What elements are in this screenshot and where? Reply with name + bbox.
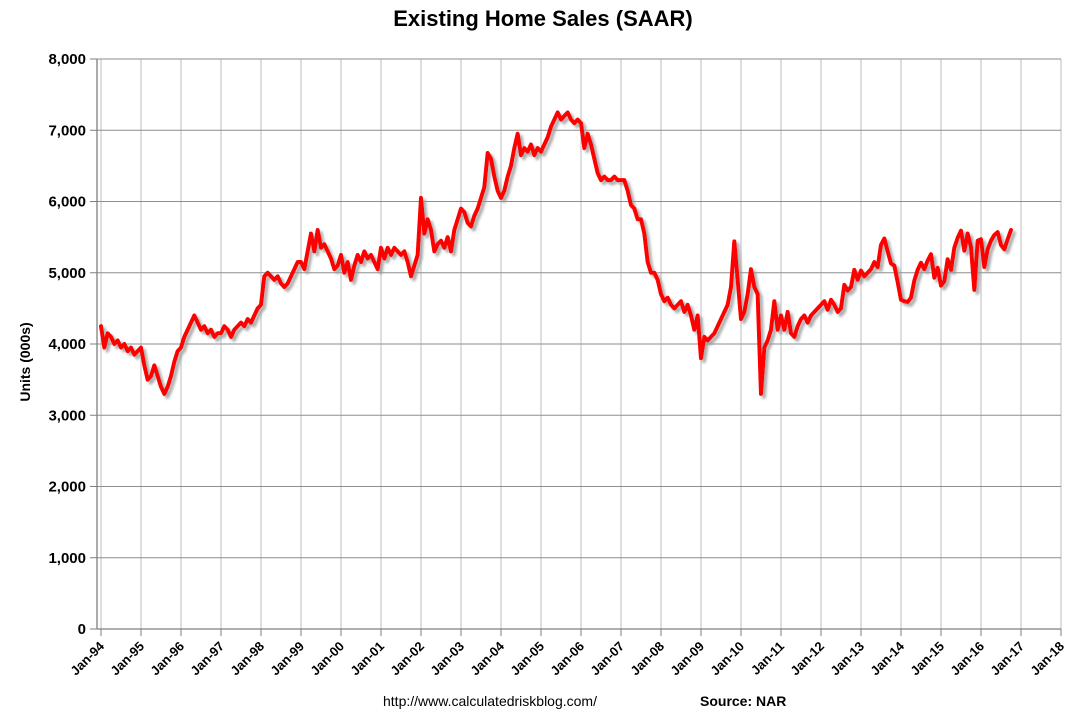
y-tick-label: 7,000	[48, 122, 86, 139]
x-tick-label: Jan-95	[107, 639, 147, 679]
x-tick-label: Jan-17	[987, 639, 1027, 679]
y-tick-label: 1,000	[48, 550, 86, 567]
x-tick-label: Jan-98	[227, 639, 267, 679]
y-tick-label: 2,000	[48, 479, 86, 496]
x-tick-label: Jan-11	[748, 639, 787, 678]
x-tick-label: Jan-04	[467, 638, 507, 678]
x-tick-label: Jan-06	[547, 639, 587, 679]
x-tick-label: Jan-05	[507, 639, 547, 679]
y-tick-label: 6,000	[48, 194, 86, 211]
x-tick-label: Jan-94	[67, 638, 107, 678]
x-tick-label: Jan-03	[427, 639, 467, 679]
horizontal-gridlines	[97, 58, 1061, 559]
x-tick-label: Jan-14	[867, 638, 907, 678]
x-tick-label: Jan-00	[307, 639, 347, 679]
sales-line	[99, 110, 1013, 396]
x-tick-label: Jan-07	[587, 639, 627, 679]
footer-url: http://www.calculatedriskblog.com/	[383, 693, 597, 709]
chart-title: Existing Home Sales (SAAR)	[393, 6, 693, 31]
x-axis-tick-labels: Jan-94 Jan-95 Jan-96 Jan-97 Jan-98 Jan-99 Jan-…	[67, 638, 1067, 678]
y-tick-label: 0	[78, 621, 86, 638]
y-tick-label: 5,000	[48, 265, 86, 282]
y-tick-label: 3,000	[48, 407, 86, 424]
x-tick-label: Jan-15	[907, 639, 947, 679]
x-tick-label: Jan-13	[827, 639, 867, 679]
x-tick-label: Jan-18	[1027, 639, 1067, 679]
x-tick-label: Jan-99	[267, 639, 307, 679]
y-axis-tick-labels: 0 1,000 2,000 3,000 4,000 5,000 6,000 7,000 8,00…	[48, 51, 86, 638]
axes	[90, 58, 1062, 636]
footer-source-label: Source: NAR	[700, 693, 787, 709]
x-tick-label: Jan-16	[947, 639, 987, 679]
y-tick-label: 8,000	[48, 51, 86, 68]
x-tick-label: Jan-12	[787, 639, 827, 679]
x-tick-label: Jan-09	[667, 639, 707, 679]
x-tick-label: Jan-08	[627, 639, 667, 679]
x-tick-label: Jan-01	[347, 639, 387, 679]
x-tick-label: Jan-10	[707, 639, 747, 679]
y-tick-label: 4,000	[48, 336, 86, 353]
x-tick-label: Jan-97	[187, 639, 227, 679]
y-axis-title: Units (000s)	[17, 322, 33, 401]
x-tick-label: Jan-02	[387, 639, 427, 679]
sales-line-group	[99, 110, 1013, 396]
x-tick-label: Jan-96	[147, 639, 187, 679]
